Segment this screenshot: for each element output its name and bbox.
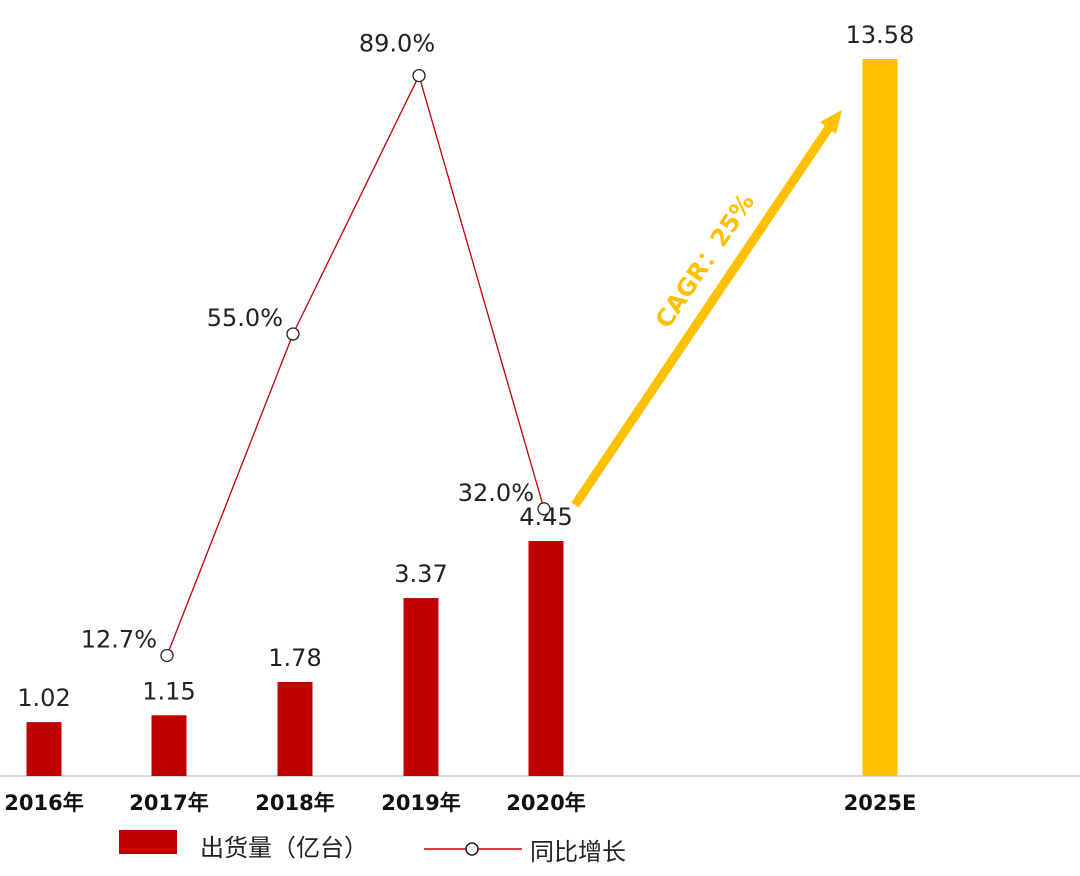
bar-value-label: 1.78	[268, 644, 321, 672]
growth-line	[166, 73, 545, 656]
legend-bar-swatch	[119, 830, 177, 854]
x-tick-label: 2018年	[255, 791, 334, 815]
bar	[26, 722, 62, 776]
legend-line-marker	[465, 842, 479, 856]
growth-label: 89.0%	[359, 30, 435, 58]
x-tick-label: 2025E	[844, 791, 917, 815]
arrow-head-icon	[820, 110, 842, 134]
cagr-arrow	[571, 123, 834, 508]
growth-label: 12.7%	[81, 625, 157, 653]
growth-point	[160, 648, 174, 663]
x-tick-label: 2019年	[381, 791, 460, 815]
bar-value-label: 3.37	[394, 560, 447, 588]
bar	[277, 682, 313, 776]
bar	[403, 598, 439, 776]
x-tick-label: 2020年	[506, 791, 585, 815]
legend-line-label: 同比增长	[530, 838, 626, 866]
bar	[528, 541, 564, 776]
legend: 出货量（亿台） 同比增长	[119, 830, 626, 866]
growth-point	[286, 327, 300, 341]
legend-bar-label: 出货量（亿台）	[200, 834, 368, 862]
x-tick-label: 2017年	[129, 791, 208, 815]
bar-value-label: 1.15	[142, 677, 195, 705]
bar-value-label: 1.02	[17, 684, 70, 712]
growth-point	[412, 68, 426, 83]
x-tick-label: 2016年	[4, 791, 83, 815]
bar	[151, 715, 187, 776]
growth-label: 32.0%	[458, 479, 534, 507]
growth-point	[537, 502, 551, 516]
growth-label: 55.0%	[207, 304, 283, 332]
bar-value-label: 13.58	[846, 21, 915, 49]
bar	[862, 58, 898, 776]
